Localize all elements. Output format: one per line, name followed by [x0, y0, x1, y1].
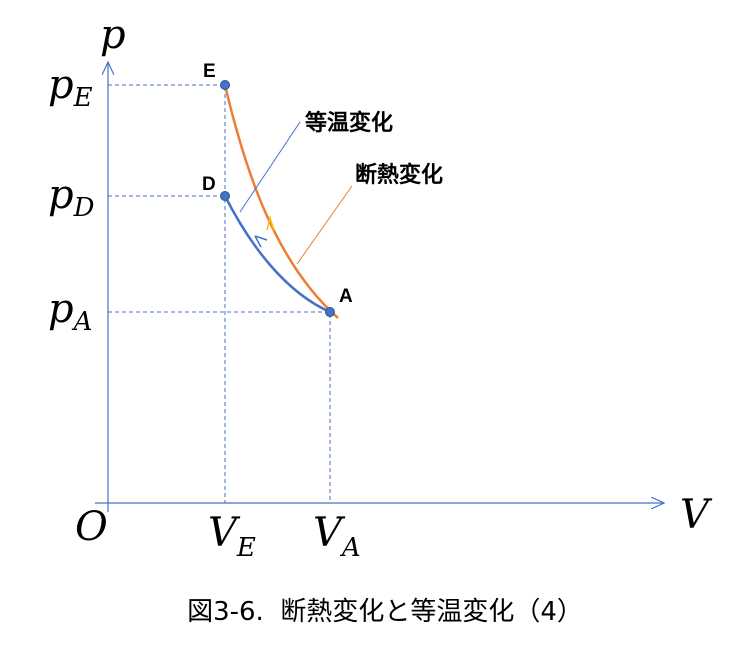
point-label: E: [203, 61, 216, 82]
tick-main: V: [208, 510, 241, 556]
leader-adiabatic: [296, 185, 353, 265]
tick-main: p: [48, 286, 74, 332]
y-axis-label: p: [100, 12, 126, 58]
point-label: D: [202, 174, 216, 195]
tick-sub: A: [340, 533, 361, 563]
tick-main: V: [313, 510, 346, 556]
curve-label: 断熱変化: [355, 162, 443, 188]
origin-label: O: [75, 504, 108, 550]
tick-sub: D: [73, 193, 95, 223]
x-axis-label: V: [680, 492, 713, 538]
curve-label: 等温変化: [305, 110, 393, 136]
adiabatic-arrow: [266, 215, 275, 231]
tick-main: p: [48, 62, 74, 108]
y-tick-label: pD: [48, 172, 95, 223]
y-tick-label: pE: [48, 62, 93, 113]
x-tick-label: VA: [313, 510, 361, 563]
point-e: [220, 80, 230, 90]
x-tick-label: VE: [208, 510, 256, 563]
point-d: [220, 191, 230, 201]
tick-main: p: [48, 172, 74, 218]
tick-sub: A: [72, 307, 93, 337]
caption: 図3-6. 断熱変化と等温変化（4）: [187, 597, 583, 627]
guide-a: [108, 311, 331, 503]
point-label: A: [339, 286, 353, 307]
isothermal-curve: [223, 195, 331, 314]
isothermal-arrow: [254, 235, 268, 248]
point-a: [325, 307, 335, 317]
y-tick-label: pA: [48, 286, 92, 337]
tick-sub: E: [73, 83, 93, 113]
leader-isothermal: [239, 121, 301, 213]
tick-sub: E: [236, 533, 256, 563]
adiabatic-curve: [223, 84, 339, 319]
guide-e: [108, 84, 226, 503]
